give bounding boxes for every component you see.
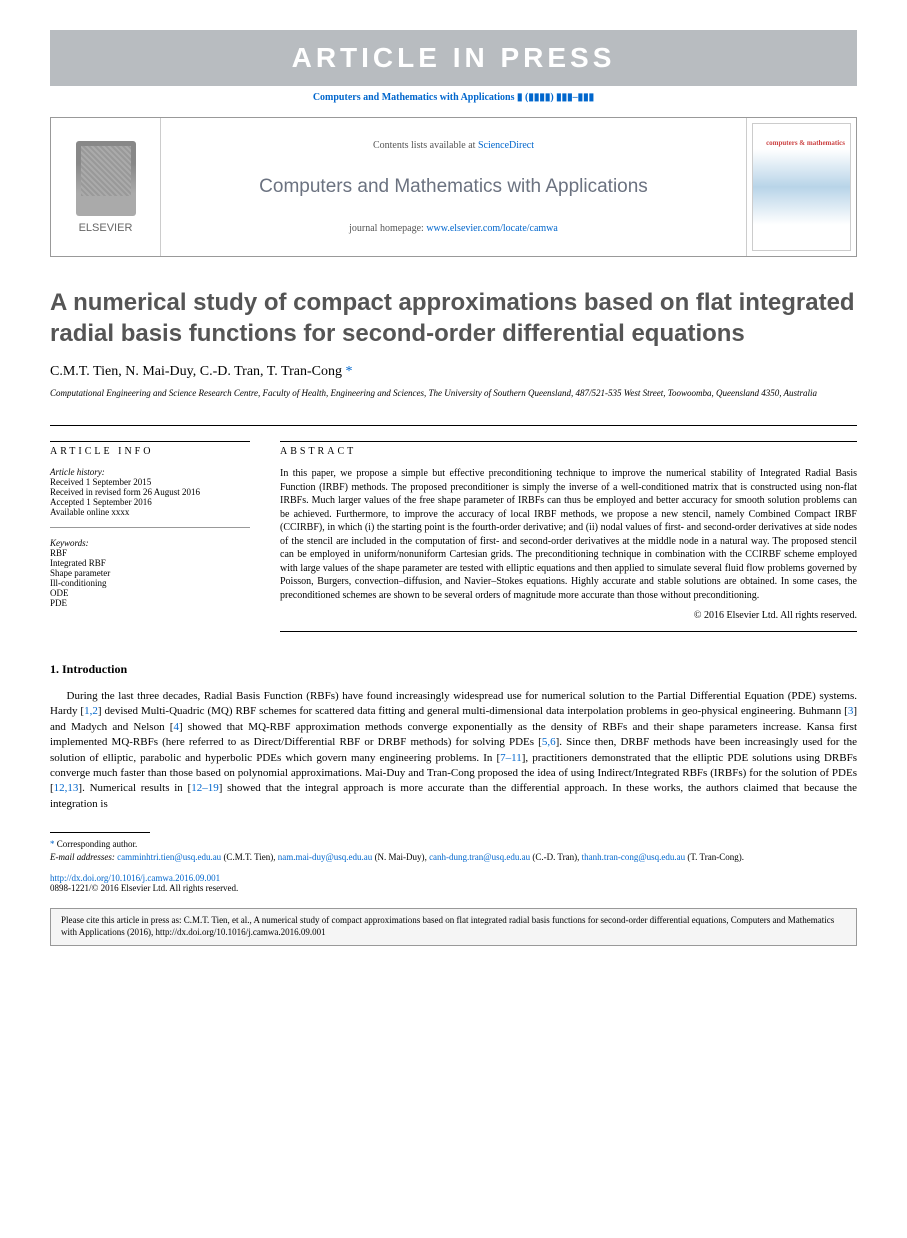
citation-box: Please cite this article in press as: C.… bbox=[50, 908, 857, 945]
ref-link[interactable]: 5,6 bbox=[542, 736, 556, 748]
email-link[interactable]: thanh.tran-cong@usq.edu.au bbox=[582, 852, 686, 862]
ref-link[interactable]: 7–11 bbox=[500, 752, 522, 764]
elsevier-logo: ELSEVIER bbox=[51, 118, 161, 256]
article-info-label: ARTICLE INFO bbox=[50, 446, 250, 457]
article-info-panel: ARTICLE INFO Article history: Received 1… bbox=[50, 441, 250, 632]
abstract-label: ABSTRACT bbox=[280, 446, 857, 457]
keyword: ODE bbox=[50, 588, 250, 598]
intro-paragraph: During the last three decades, Radial Ba… bbox=[50, 689, 857, 812]
keyword: PDE bbox=[50, 598, 250, 608]
authors-list: C.M.T. Tien, N. Mai-Duy, C.-D. Tran, T. … bbox=[50, 364, 857, 380]
online-date: Available online xxxx bbox=[50, 507, 250, 517]
journal-name: Computers and Mathematics with Applicati… bbox=[259, 176, 648, 198]
keyword: Shape parameter bbox=[50, 568, 250, 578]
abstract-panel: ABSTRACT In this paper, we propose a sim… bbox=[280, 441, 857, 632]
received-date: Received 1 September 2015 bbox=[50, 477, 250, 487]
affiliation: Computational Engineering and Science Re… bbox=[50, 388, 857, 400]
journal-header: ELSEVIER Contents lists available at Sci… bbox=[50, 117, 857, 257]
keyword: Integrated RBF bbox=[50, 558, 250, 568]
keyword: RBF bbox=[50, 548, 250, 558]
issn-copyright: 0898-1221/© 2016 Elsevier Ltd. All right… bbox=[50, 883, 857, 893]
elsevier-label: ELSEVIER bbox=[79, 222, 133, 234]
keyword: Ill-conditioning bbox=[50, 578, 250, 588]
email-link[interactable]: nam.mai-duy@usq.edu.au bbox=[278, 852, 373, 862]
homepage-link[interactable]: www.elsevier.com/locate/camwa bbox=[426, 223, 558, 234]
elsevier-tree-icon bbox=[76, 141, 136, 216]
intro-heading: 1. Introduction bbox=[50, 662, 857, 677]
ref-link[interactable]: 12,13 bbox=[54, 782, 79, 794]
ref-link[interactable]: 1,2 bbox=[84, 705, 98, 717]
journal-homepage: journal homepage: www.elsevier.com/locat… bbox=[349, 223, 558, 234]
corresponding-mark: * bbox=[345, 364, 352, 379]
email-link[interactable]: camminhtri.tien@usq.edu.au bbox=[117, 852, 221, 862]
doi-block: http://dx.doi.org/10.1016/j.camwa.2016.0… bbox=[50, 873, 857, 893]
article-in-press-banner: ARTICLE IN PRESS bbox=[50, 30, 857, 86]
history-label: Article history: bbox=[50, 467, 250, 477]
accepted-date: Accepted 1 September 2016 bbox=[50, 497, 250, 507]
contents-list-text: Contents lists available at ScienceDirec… bbox=[373, 140, 534, 151]
ref-link[interactable]: 12–19 bbox=[191, 782, 219, 794]
revised-date: Received in revised form 26 August 2016 bbox=[50, 487, 250, 497]
article-title: A numerical study of compact approximati… bbox=[50, 287, 857, 349]
email-footnote: E-mail addresses: camminhtri.tien@usq.ed… bbox=[50, 851, 857, 864]
abstract-copyright: © 2016 Elsevier Ltd. All rights reserved… bbox=[280, 610, 857, 621]
journal-cover-thumbnail bbox=[746, 118, 856, 256]
journal-reference: Computers and Mathematics with Applicati… bbox=[50, 86, 857, 109]
corresponding-footnote: * Corresponding author. bbox=[50, 838, 857, 851]
doi-link[interactable]: http://dx.doi.org/10.1016/j.camwa.2016.0… bbox=[50, 873, 857, 883]
sciencedirect-link[interactable]: ScienceDirect bbox=[478, 140, 534, 151]
abstract-text: In this paper, we propose a simple but e… bbox=[280, 467, 857, 602]
keywords-label: Keywords: bbox=[50, 538, 250, 548]
email-link[interactable]: canh-dung.tran@usq.edu.au bbox=[429, 852, 530, 862]
